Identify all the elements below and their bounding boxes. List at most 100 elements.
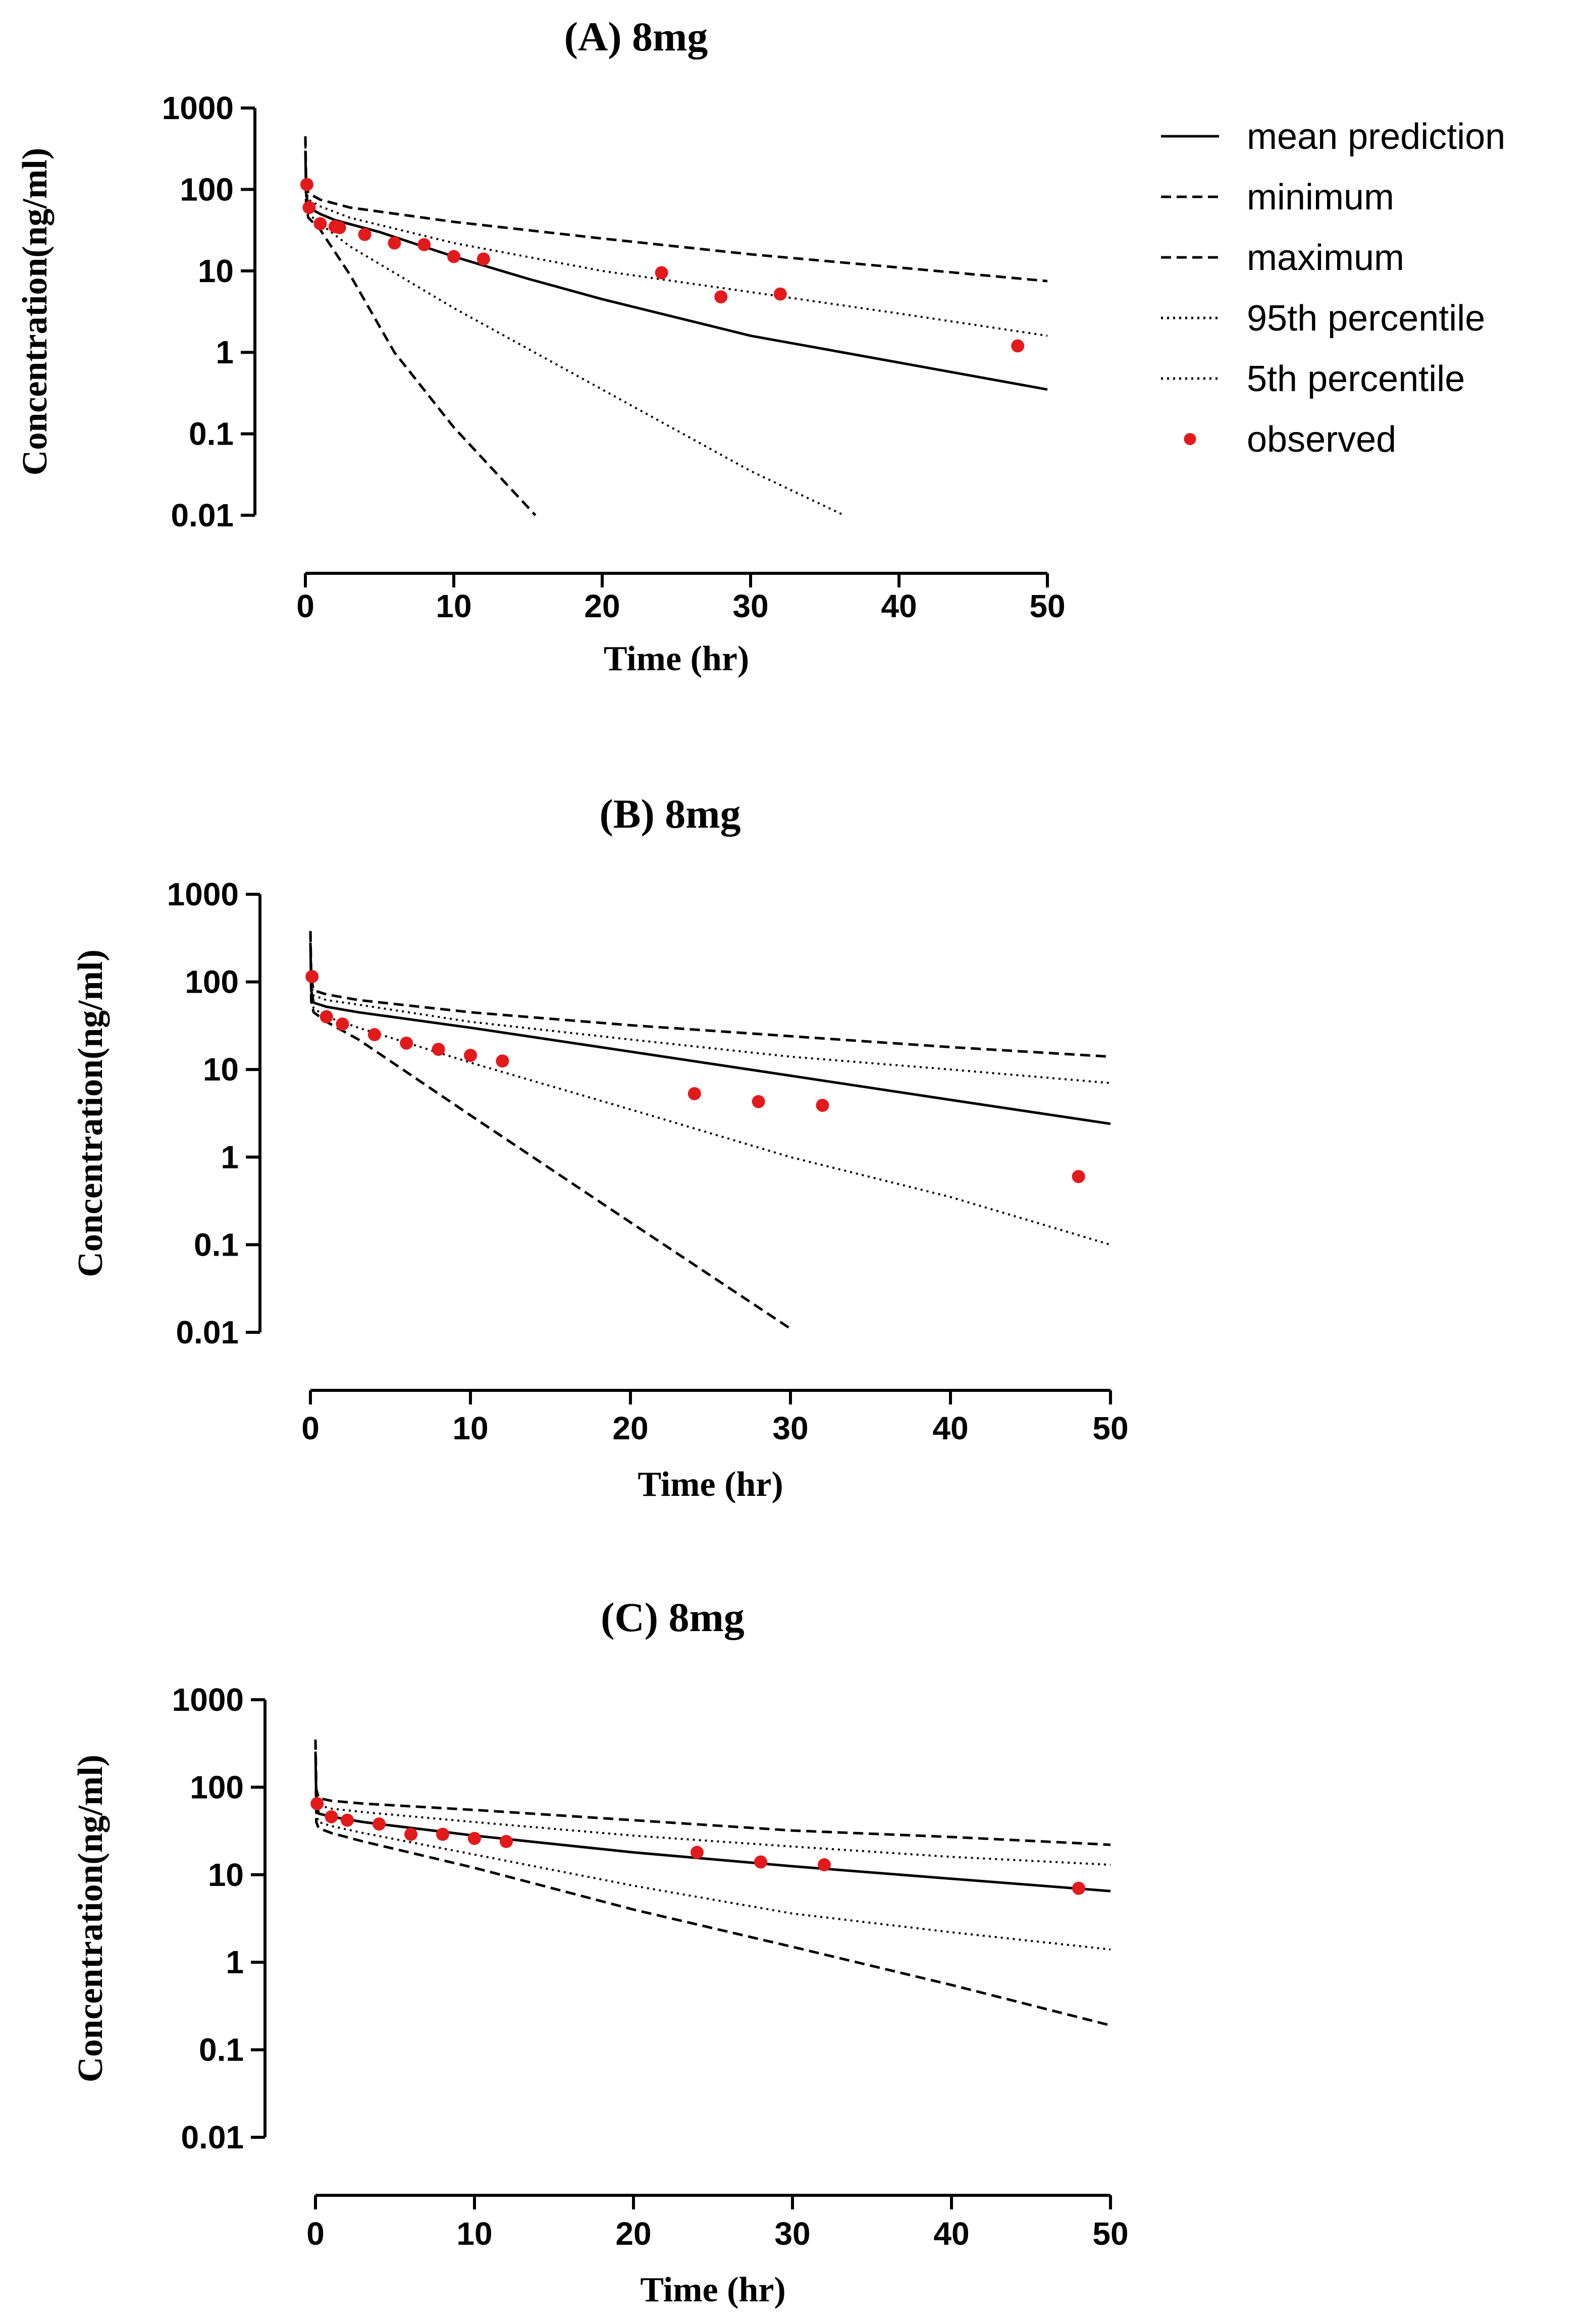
chart-title: (B) 8mg xyxy=(599,791,740,837)
observed-point xyxy=(655,266,668,280)
x-tick-label: 0 xyxy=(306,2215,325,2252)
y-tick-label: 10 xyxy=(198,253,234,289)
legend-label: 95th percentile xyxy=(1247,298,1485,339)
observed-point xyxy=(714,290,728,304)
y-axis-title: Concentration(ng/ml) xyxy=(71,949,110,1277)
observed-point xyxy=(436,1827,449,1841)
observed-point xyxy=(432,1043,445,1056)
y-axis-title: Concentration(ng/ml) xyxy=(71,1755,110,2082)
y-tick-label: 1000 xyxy=(162,90,234,126)
observed-point xyxy=(313,217,327,231)
y-tick-label: 1 xyxy=(216,334,234,370)
legend-item-mean: mean prediction xyxy=(1161,117,1505,157)
y-tick-label: 100 xyxy=(180,171,234,207)
series-line-maximum xyxy=(304,136,1048,283)
observed-point xyxy=(417,238,431,251)
observed-point xyxy=(500,1834,513,1848)
y-tick-label: 0.1 xyxy=(189,416,234,452)
x-tick-label: 40 xyxy=(933,2215,969,2252)
series-line-minimum xyxy=(309,931,791,1330)
legend: mean prediction minimum maximum 95th percen… xyxy=(1161,117,1505,460)
y-tick-label: 1000 xyxy=(167,876,239,912)
panels: (A) 8mg0.010.11101001000Concentration(ng… xyxy=(16,14,1129,2309)
observed-point xyxy=(754,1855,767,1869)
observed-point xyxy=(358,228,372,241)
observed-point xyxy=(468,1831,481,1845)
y-tick-label: 100 xyxy=(190,1769,244,1805)
legend-item-p5: 5th percentile xyxy=(1161,359,1465,399)
observed-point xyxy=(1072,1170,1085,1183)
x-tick-label: 10 xyxy=(436,588,471,624)
observed-point xyxy=(477,252,490,266)
observed-point xyxy=(302,201,316,214)
observed-point xyxy=(447,250,460,263)
observed-point xyxy=(341,1813,354,1827)
legend-item-p95: 95th percentile xyxy=(1161,298,1485,339)
legend-label: maximum xyxy=(1247,238,1404,278)
y-tick-label: 100 xyxy=(185,964,239,1000)
series-line-5th-percentile xyxy=(314,1745,1111,1951)
x-tick-label: 20 xyxy=(584,588,620,624)
observed-point xyxy=(333,221,346,235)
legend-item-obs: observed xyxy=(1184,419,1396,460)
chart-title: (C) 8mg xyxy=(601,1594,745,1640)
observed-point xyxy=(687,1087,701,1101)
observed-point xyxy=(752,1095,765,1108)
observed-point xyxy=(305,970,319,984)
observed-point xyxy=(773,287,787,301)
x-tick-label: 40 xyxy=(881,588,917,624)
legend-label: mean prediction xyxy=(1247,117,1505,157)
series-line-mean-prediction xyxy=(309,942,1111,1125)
y-tick-label: 0.01 xyxy=(171,497,234,533)
observed-point xyxy=(818,1858,831,1872)
observed-point xyxy=(310,1797,324,1810)
observed-point xyxy=(464,1049,477,1062)
y-tick-label: 1 xyxy=(226,1944,244,1980)
observed-point xyxy=(325,1810,338,1823)
y-tick-label: 1000 xyxy=(172,1682,244,1718)
x-tick-label: 50 xyxy=(1092,2215,1128,2252)
x-tick-label: 50 xyxy=(1029,588,1065,624)
x-axis-title: Time (hr) xyxy=(640,2271,785,2309)
x-axis-title: Time (hr) xyxy=(604,639,749,678)
y-tick-label: 10 xyxy=(208,1857,244,1893)
y-tick-label: 0.01 xyxy=(181,2119,244,2155)
x-tick-label: 20 xyxy=(615,2215,651,2252)
legend-label: minimum xyxy=(1247,177,1394,218)
series-line-5th-percentile xyxy=(304,140,845,516)
series-line-95th-percentile xyxy=(304,140,1048,337)
series-line-minimum xyxy=(314,1740,1111,2027)
series-line-maximum xyxy=(314,1740,1111,1846)
x-tick-label: 30 xyxy=(732,588,768,624)
y-tick-label: 1 xyxy=(221,1139,239,1175)
chart-panel: (B) 8mg0.010.11101001000Concentration(ng… xyxy=(71,791,1129,1504)
observed-point xyxy=(336,1017,349,1031)
series-line-mean-prediction xyxy=(314,1752,1111,1893)
x-tick-label: 30 xyxy=(772,1410,808,1446)
x-tick-label: 40 xyxy=(932,1410,968,1446)
observed-point xyxy=(1072,1881,1085,1895)
y-tick-label: 0.1 xyxy=(194,1226,239,1263)
x-tick-label: 10 xyxy=(452,1410,488,1446)
legend-label: observed xyxy=(1247,419,1396,460)
x-tick-label: 20 xyxy=(612,1410,648,1446)
legend-item-max: maximum xyxy=(1161,238,1404,278)
x-tick-label: 10 xyxy=(456,2215,492,2252)
observed-point xyxy=(400,1036,413,1050)
legend-marker xyxy=(1184,433,1196,445)
y-tick-label: 0.01 xyxy=(176,1314,239,1350)
observed-point xyxy=(1011,339,1025,353)
y-axis-title: Concentration(ng/ml) xyxy=(16,148,55,475)
observed-point xyxy=(373,1817,386,1831)
series-line-maximum xyxy=(309,931,1111,1058)
y-tick-label: 10 xyxy=(203,1051,239,1088)
series-line-95th-percentile xyxy=(309,934,1111,1085)
x-tick-label: 0 xyxy=(301,1410,320,1446)
observed-point xyxy=(404,1827,417,1841)
observed-point xyxy=(691,1846,704,1859)
observed-point xyxy=(300,178,313,191)
observed-point xyxy=(367,1028,381,1042)
x-tick-label: 50 xyxy=(1092,1410,1128,1446)
observed-point xyxy=(320,1010,333,1023)
